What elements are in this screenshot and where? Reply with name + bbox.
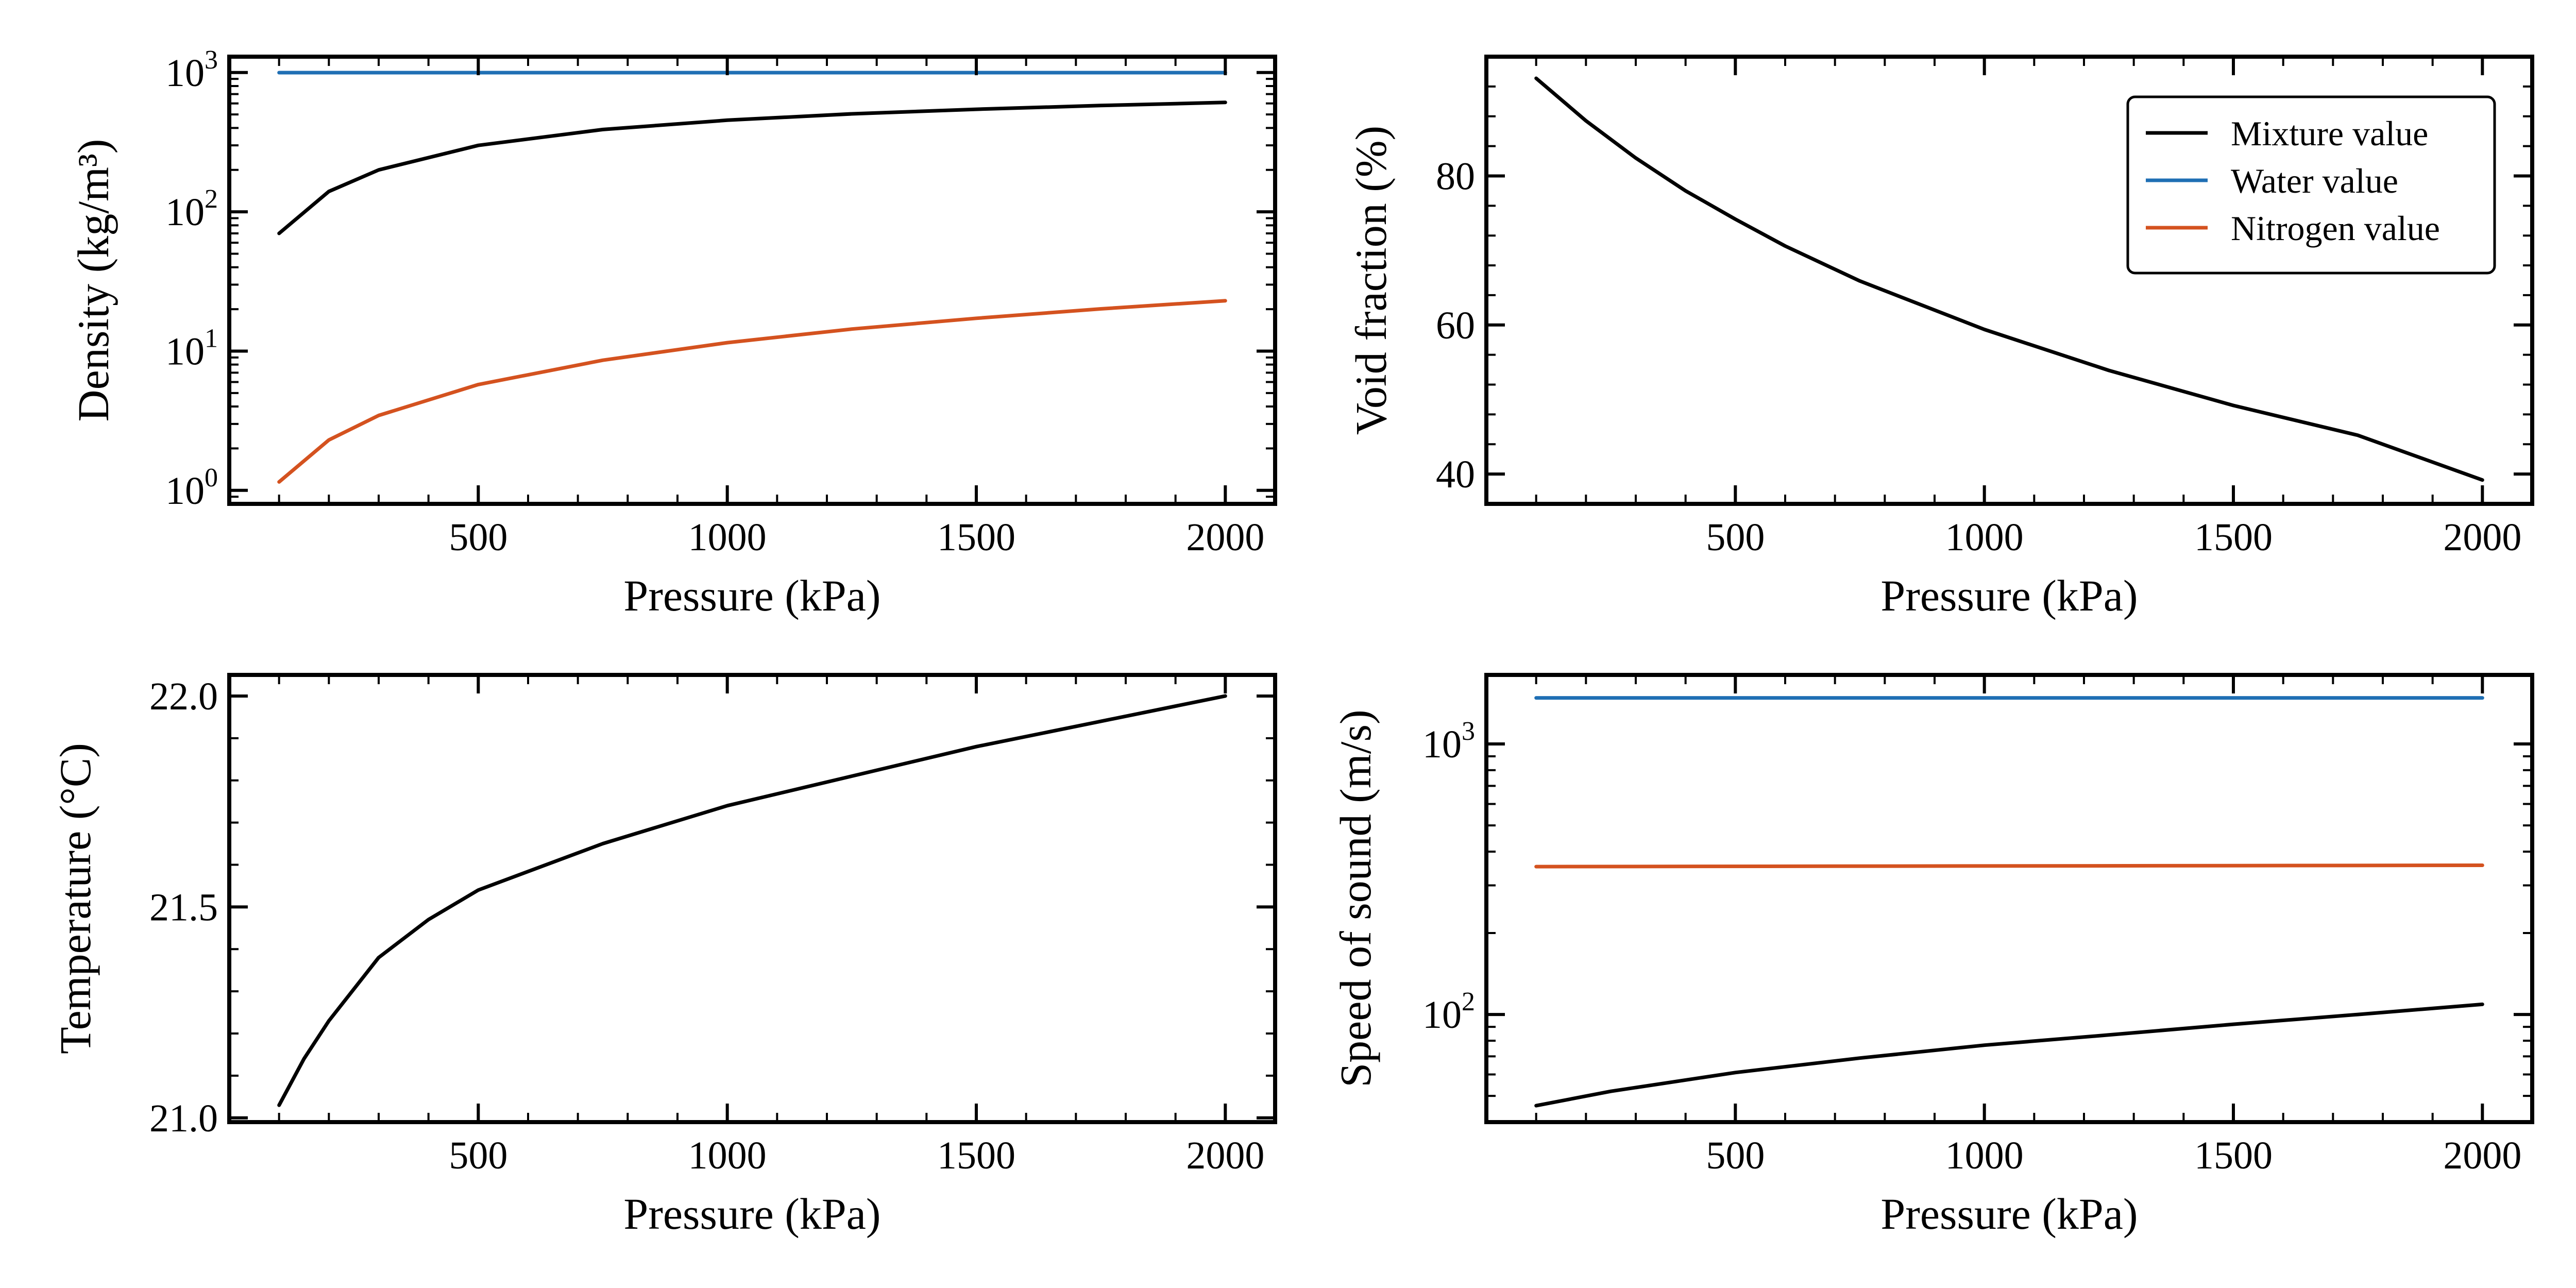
density-y-tick-label: 101 [165,324,218,373]
speed-of-sound-series-nitrogen-value [1534,863,2484,869]
legend-box [2126,95,2496,275]
void-fraction-chart-panel: 500 1000 1500 2000 40 60 80 Pressure (kPa) Voi… [1346,55,2534,620]
void-fraction-series-mixture-value [1534,76,2484,482]
speed-of-sound-x-tick-label: 1000 [1945,1134,2024,1177]
density-x-tick-label: 500 [449,516,507,559]
density-x-axis-label: Pressure (kPa) [623,571,880,620]
void-fraction-y-tick-label: 40 [1436,453,1475,496]
void-fraction-x-tick-label: 2000 [2443,516,2521,559]
speed-of-sound-x-axis-label: Pressure (kPa) [1880,1189,2138,1239]
speed-of-sound-series-mixture-value [1534,1002,2484,1108]
speed-of-sound-x-tick-label: 1500 [2194,1134,2273,1177]
legend-mixture-label: Mixture value [2231,114,2428,153]
void-fraction-x-tick-label: 1500 [2194,516,2273,559]
temperature-y-axis-label: Temperature (°C) [50,743,100,1054]
temperature-y-tick-label: 21.0 [149,1097,218,1140]
density-x-tick-label: 1000 [688,516,767,559]
legend-nitrogen-label: Nitrogen value [2231,209,2440,248]
temperature-series-mixture-value [277,694,1227,1107]
speed-of-sound-x-tick-label: 2000 [2443,1134,2521,1177]
speed-of-sound-chart-panel: 500 1000 1500 2000 102 103 Pressure (kPa) Spe… [1331,673,2534,1239]
void-fraction-x-axis-label: Pressure (kPa) [1880,571,2138,620]
temperature-plot-frame [227,673,1277,1124]
speed-of-sound-y-axis-label: Speed of sound (m/s) [1331,709,1380,1087]
void-fraction-y-tick-label: 80 [1436,155,1475,198]
speed-of-sound-y-tick-label: 102 [1422,987,1475,1037]
density-y-tick-label: 103 [165,45,218,95]
density-plot-frame [227,55,1277,506]
temperature-x-tick-label: 500 [449,1134,507,1177]
density-y-tick-label: 102 [165,184,218,234]
speed-of-sound-y-tick-label: 103 [1422,717,1475,766]
void-fraction-x-tick-label: 1000 [1945,516,2024,559]
density-y-tick-label: 100 [165,463,218,513]
void-fraction-y-axis-label: Void fraction (%) [1346,126,1396,435]
speed-of-sound-plot-frame [1484,673,2534,1124]
density-series-nitrogen-value [277,299,1227,484]
density-x-tick-label: 1500 [937,516,1015,559]
temperature-chart-panel: 500 1000 1500 2000 21.0 21.5 22.0 Pressure (kP… [50,673,1277,1239]
temperature-x-tick-label: 2000 [1186,1134,1264,1177]
density-chart-panel: 500 1000 1500 2000 100 101 102 103 Pressure (kP… [69,45,1277,620]
void-fraction-x-tick-label: 500 [1706,516,1765,559]
density-y-axis-label: Density (kg/m³) [69,139,118,422]
density-x-tick-label: 2000 [1186,516,1264,559]
temperature-x-tick-label: 1000 [688,1134,767,1177]
temperature-y-tick-label: 21.5 [149,886,218,929]
legend-water-label: Water value [2231,161,2398,200]
temperature-x-axis-label: Pressure (kPa) [623,1189,880,1239]
temperature-y-tick-label: 22.0 [149,675,218,718]
speed-of-sound-x-tick-label: 500 [1706,1134,1765,1177]
void-fraction-y-tick-label: 60 [1436,304,1475,347]
void-fraction-plot-frame [1484,55,2534,506]
density-series-mixture-value [277,100,1227,235]
temperature-x-tick-label: 1500 [937,1134,1015,1177]
legend: Mixture value Water value Nitrogen value [2126,95,2496,275]
